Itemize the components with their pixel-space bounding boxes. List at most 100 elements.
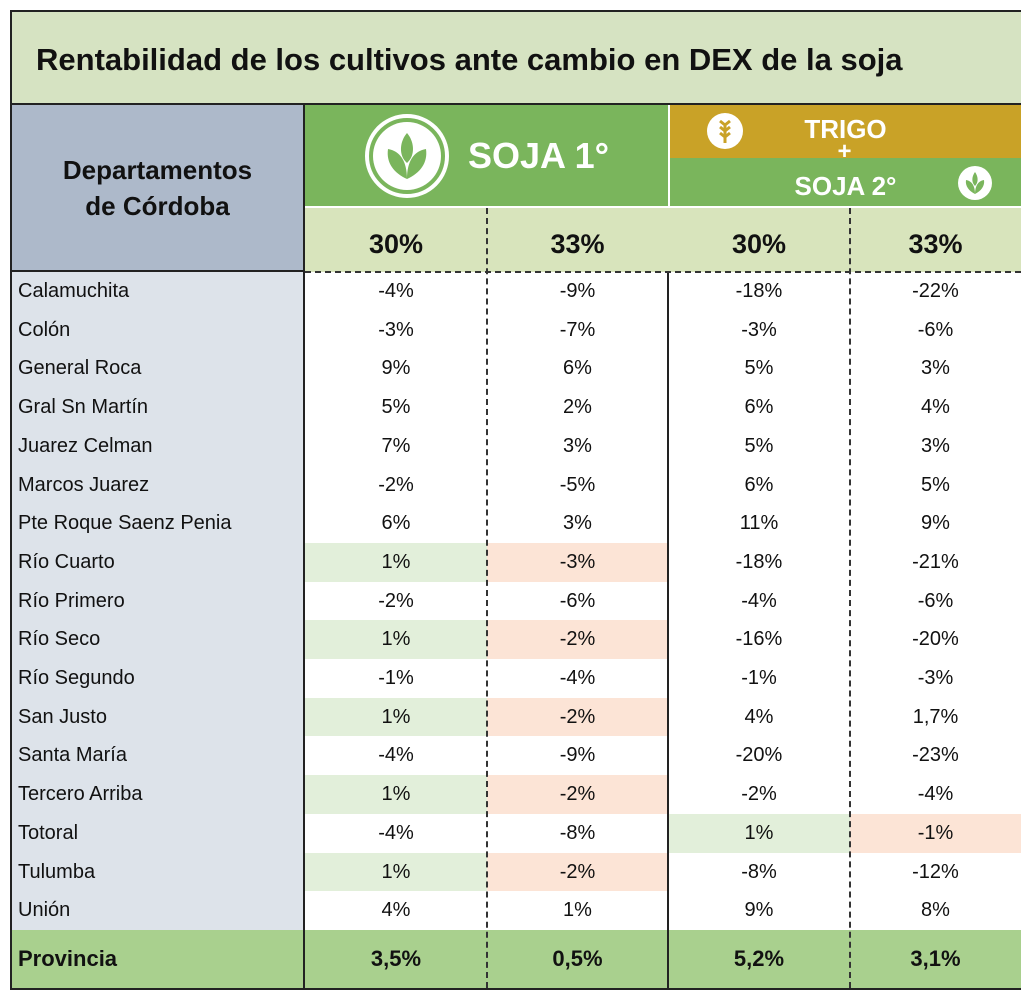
- cell-value: 3%: [487, 504, 668, 543]
- row-label: San Justo: [10, 697, 305, 737]
- cell-value: -4%: [305, 813, 487, 853]
- cell-value: 1%: [305, 620, 487, 660]
- row-label: Río Cuarto: [10, 542, 305, 582]
- cell-value: -2%: [487, 697, 668, 737]
- cell-value: 3%: [487, 426, 668, 466]
- cell-value: -9%: [487, 272, 668, 311]
- cell-value: 1%: [487, 891, 668, 930]
- cell-value: -3%: [668, 310, 850, 350]
- cell-value: -6%: [850, 310, 1021, 350]
- cell-value: 1%: [305, 775, 487, 814]
- cell-value: 6%: [668, 465, 850, 505]
- divider: [486, 208, 488, 988]
- top-rule: [305, 271, 1021, 273]
- cell-value: 6%: [487, 349, 668, 389]
- row-label: Río Seco: [10, 620, 305, 660]
- plus-sign: +: [837, 138, 852, 165]
- cell-value: 11%: [668, 504, 850, 543]
- cell-value: -4%: [305, 272, 487, 311]
- soja-icon: [364, 113, 449, 198]
- cell-value: -4%: [487, 659, 668, 698]
- trigo-label: TRIGO: [804, 114, 887, 144]
- cell-value: 1%: [305, 697, 487, 737]
- divider: [667, 272, 669, 988]
- cell-value: -1%: [305, 659, 487, 698]
- cell-value: -4%: [668, 581, 850, 621]
- soja1-label: SOJA 1°: [467, 134, 610, 176]
- subheader: 30%: [305, 208, 487, 272]
- row-label: General Roca: [10, 349, 305, 389]
- row-label: Unión: [10, 891, 305, 930]
- department-header: Departamentos de Córdoba: [10, 105, 305, 272]
- row-label: Marcos Juarez: [10, 465, 305, 505]
- cell-value: -18%: [668, 272, 850, 311]
- cell-value: -4%: [850, 775, 1021, 814]
- cell-value: 4%: [850, 388, 1021, 427]
- cell-value: -22%: [850, 272, 1021, 311]
- cell-value: -23%: [850, 736, 1021, 776]
- cell-value: 5%: [668, 426, 850, 466]
- cell-value: 2%: [487, 388, 668, 427]
- cell-value: -20%: [850, 620, 1021, 660]
- footer-value: 5,2%: [668, 930, 850, 988]
- footer-value: 3,5%: [305, 930, 487, 988]
- footer-label: Provincia: [10, 930, 305, 988]
- cell-value: -2%: [668, 775, 850, 814]
- cell-value: -9%: [487, 736, 668, 776]
- cell-value: -1%: [850, 813, 1021, 853]
- row-label: Tulumba: [10, 852, 305, 892]
- row-label: Calamuchita: [10, 272, 305, 311]
- cell-value: 9%: [850, 504, 1021, 543]
- cell-value: 6%: [305, 504, 487, 543]
- cell-value: 9%: [305, 349, 487, 389]
- cell-value: -6%: [850, 581, 1021, 621]
- cell-value: 3%: [850, 349, 1021, 389]
- cell-value: 1,7%: [850, 697, 1021, 737]
- row-label: Juarez Celman: [10, 426, 305, 466]
- cell-value: -3%: [850, 659, 1021, 698]
- soja2-icon: [958, 166, 992, 200]
- row-label: Colón: [10, 310, 305, 350]
- cell-value: -8%: [668, 852, 850, 892]
- cell-value: -3%: [487, 542, 668, 582]
- soja2-header: SOJA 2°: [668, 158, 1021, 208]
- footer-value: 0,5%: [487, 930, 668, 988]
- cell-value: 3%: [850, 426, 1021, 466]
- cell-value: -2%: [305, 581, 487, 621]
- cell-value: -2%: [487, 775, 668, 814]
- subheader: 30%: [668, 208, 850, 272]
- soja2-label: SOJA 2°: [794, 171, 897, 201]
- cell-value: 1%: [305, 852, 487, 892]
- cell-value: -21%: [850, 542, 1021, 582]
- cell-value: 5%: [850, 465, 1021, 505]
- cell-value: -2%: [487, 620, 668, 660]
- cell-value: -2%: [305, 465, 487, 505]
- cell-value: -8%: [487, 813, 668, 853]
- cell-value: -16%: [668, 620, 850, 660]
- cell-value: 5%: [305, 388, 487, 427]
- footer-value: 3,1%: [850, 930, 1021, 988]
- row-label: Santa María: [10, 736, 305, 776]
- bottom-rule: [10, 988, 1021, 990]
- cell-value: -3%: [305, 310, 487, 350]
- cell-value: 6%: [668, 388, 850, 427]
- cell-value: 1%: [305, 542, 487, 582]
- cell-value: -12%: [850, 852, 1021, 892]
- divider: [849, 208, 851, 988]
- cell-value: -20%: [668, 736, 850, 776]
- cell-value: -18%: [668, 542, 850, 582]
- cell-value: -7%: [487, 310, 668, 350]
- cell-value: 7%: [305, 426, 487, 466]
- cell-value: 4%: [305, 891, 487, 930]
- cell-value: -2%: [487, 852, 668, 892]
- subheader: 33%: [850, 208, 1021, 272]
- cell-value: 4%: [668, 697, 850, 737]
- cell-value: -4%: [305, 736, 487, 776]
- soja1-header: SOJA 1°: [305, 105, 668, 208]
- trigo-icon: [707, 113, 743, 149]
- row-label: Río Segundo: [10, 659, 305, 698]
- cell-value: 8%: [850, 891, 1021, 930]
- cell-value: 1%: [668, 813, 850, 853]
- row-label: Pte Roque Saenz Penia: [10, 504, 305, 543]
